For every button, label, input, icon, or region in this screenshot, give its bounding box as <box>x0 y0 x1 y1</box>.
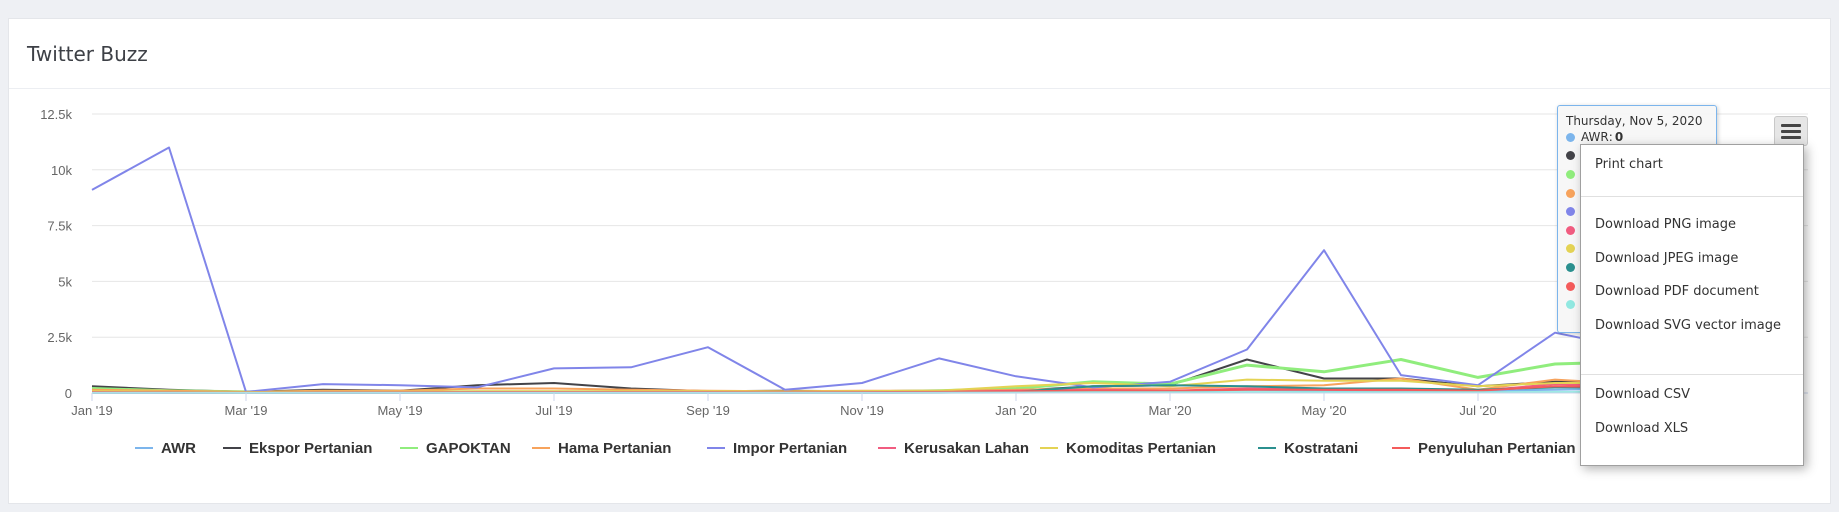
x-tick-label: Sep '19 <box>686 403 730 418</box>
tooltip-series-dot <box>1566 281 1575 291</box>
tooltip-row <box>1566 295 1708 314</box>
y-tick-label: 10k <box>51 163 72 178</box>
tooltip-row <box>1566 184 1708 203</box>
menu-separator <box>1581 196 1803 197</box>
tooltip-series-dot <box>1566 151 1575 161</box>
y-tick-label: 2.5k <box>47 330 72 345</box>
tooltip-row <box>1566 258 1708 277</box>
tooltip-series-dot <box>1566 262 1575 272</box>
tooltip-row <box>1566 221 1708 240</box>
menu-separator <box>1581 374 1803 375</box>
card-title: Twitter Buzz <box>27 41 148 66</box>
tooltip-row <box>1566 240 1708 259</box>
legend-item[interactable]: AWR <box>161 440 196 457</box>
tooltip-row <box>1566 165 1708 184</box>
tooltip-series-dot <box>1566 244 1575 254</box>
tooltip-row: AWR: 0 <box>1566 128 1708 147</box>
tooltip-series-dot <box>1566 169 1575 179</box>
tooltip-series-dot <box>1566 225 1575 235</box>
series-line[interactable] <box>91 146 1633 393</box>
legend-item[interactable]: GAPOKTAN <box>426 440 511 457</box>
tooltip-series-value: 0 <box>1614 130 1624 145</box>
card-header: Twitter Buzz <box>9 19 1830 89</box>
chart-card: Twitter Buzz <box>8 18 1831 504</box>
legend-item[interactable]: Hama Pertanian <box>558 440 671 457</box>
x-tick-label: May '19 <box>377 403 422 418</box>
x-tick-label: May '20 <box>1301 403 1346 418</box>
download-jpeg-item[interactable]: Download JPEG image <box>1595 251 1739 266</box>
x-tick-label: Jan '20 <box>995 403 1037 418</box>
tooltip-row <box>1566 202 1708 221</box>
legend-item[interactable]: Kostratani <box>1284 440 1358 457</box>
menu-bar <box>1781 135 1801 139</box>
download-xls-item[interactable]: Download XLS <box>1595 421 1689 436</box>
tooltip-series-dot <box>1566 207 1575 217</box>
x-tick-label: Jan '19 <box>71 403 113 418</box>
tooltip-series-dot <box>1566 300 1575 310</box>
download-png-item[interactable]: Download PNG image <box>1595 217 1737 232</box>
hamburger-menu-icon[interactable] <box>1774 116 1808 146</box>
y-tick-label: 0 <box>65 386 72 401</box>
legend-item[interactable]: Ekspor Pertanian <box>249 440 372 457</box>
print-chart-item[interactable]: Print chart <box>1595 157 1663 172</box>
legend-item[interactable]: Penyuluhan Pertanian <box>1418 440 1576 457</box>
y-tick-label: 5k <box>58 274 72 289</box>
x-tick-label: Jul '19 <box>535 403 572 418</box>
tooltip-series-dot <box>1566 188 1575 198</box>
x-tick-label: Jul '20 <box>1459 403 1496 418</box>
tooltip-date: Thursday, Nov 5, 2020 <box>1566 114 1703 128</box>
y-tick-label: 7.5k <box>47 219 72 234</box>
download-svg-item[interactable]: Download SVG vector image <box>1595 318 1781 333</box>
download-pdf-item[interactable]: Download PDF document <box>1595 284 1759 299</box>
legend-item[interactable]: Komoditas Pertanian <box>1066 440 1216 457</box>
tooltip-row <box>1566 277 1708 296</box>
tooltip-series-dot <box>1566 132 1575 142</box>
tooltip-row <box>1566 147 1708 166</box>
x-tick-label: Mar '19 <box>225 403 268 418</box>
y-tick-label: 12.5k <box>40 107 72 122</box>
legend-item[interactable]: Kerusakan Lahan <box>904 440 1029 457</box>
tooltip-series-name: AWR <box>1581 130 1609 145</box>
download-csv-item[interactable]: Download CSV <box>1595 387 1690 402</box>
export-menu: Print chart Download PNG image Download … <box>1580 144 1804 466</box>
legend-item[interactable]: Impor Pertanian <box>733 440 847 457</box>
x-tick-label: Mar '20 <box>1149 403 1192 418</box>
x-tick-label: Nov '19 <box>840 403 884 418</box>
menu-bar <box>1781 123 1801 127</box>
menu-bar <box>1781 129 1801 133</box>
